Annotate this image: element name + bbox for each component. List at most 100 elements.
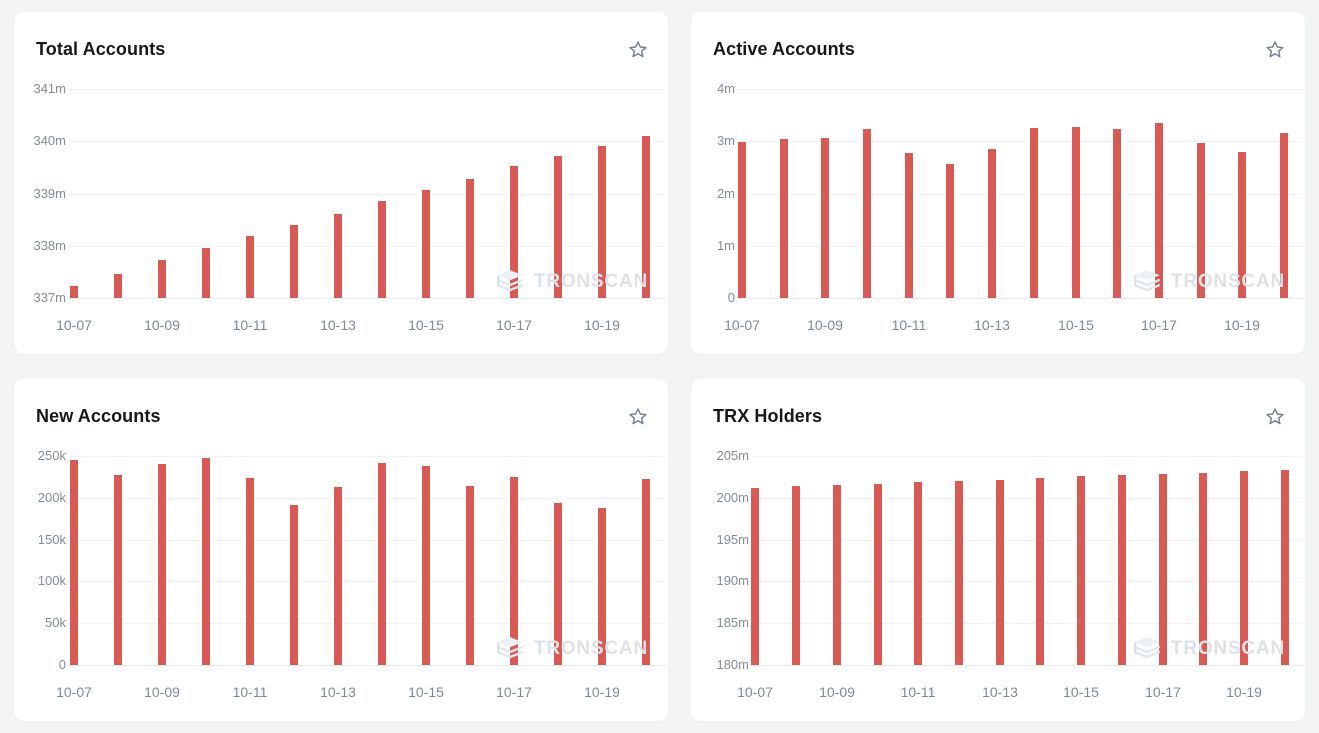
bar-10-18[interactable] bbox=[554, 156, 562, 298]
bar-10-10[interactable] bbox=[202, 458, 210, 665]
y-axis-tick-label: 100k bbox=[37, 573, 66, 588]
bar-10-16[interactable] bbox=[1113, 129, 1121, 298]
x-axis-tick-label: 10-11 bbox=[232, 317, 268, 333]
y-gridline bbox=[751, 456, 1303, 457]
bar-10-18[interactable] bbox=[1197, 143, 1205, 298]
y-axis-tick-label: 2m bbox=[716, 186, 735, 201]
y-axis-tick-label: 340m bbox=[33, 133, 66, 148]
bar-10-07[interactable] bbox=[751, 488, 759, 665]
bar-10-20[interactable] bbox=[1281, 470, 1289, 665]
bar-10-09[interactable] bbox=[821, 138, 829, 298]
chart-title: New Accounts bbox=[36, 406, 161, 426]
bar-10-17[interactable] bbox=[1155, 123, 1163, 298]
bar-10-16[interactable] bbox=[466, 486, 474, 665]
bar-10-07[interactable] bbox=[70, 286, 78, 298]
x-axis-tick-label: 10-13 bbox=[320, 684, 356, 700]
y-gridline bbox=[68, 581, 666, 582]
bar-10-14[interactable] bbox=[378, 463, 386, 665]
bar-10-12[interactable] bbox=[955, 481, 963, 665]
y-axis-tick-label: 341m bbox=[33, 81, 66, 96]
chart-plot-area[interactable]: 4m 3m 2m 1m 0 10-07 10-09 10-11 10-13 10-15 10-17 1… bbox=[691, 12, 1305, 354]
y-gridline bbox=[737, 194, 1303, 195]
y-gridline bbox=[737, 298, 1303, 299]
favorite-star-icon[interactable] bbox=[628, 40, 648, 60]
bar-10-19[interactable] bbox=[1238, 152, 1246, 298]
bar-10-14[interactable] bbox=[1030, 128, 1038, 298]
chart-plot-area[interactable]: 205m 200m 195m 190m 185m 180m 10-07 10-09 10-11 1… bbox=[691, 379, 1305, 721]
bar-10-11[interactable] bbox=[246, 478, 254, 665]
bar-10-12[interactable] bbox=[290, 505, 298, 665]
bar-10-16[interactable] bbox=[466, 179, 474, 298]
bar-10-09[interactable] bbox=[158, 260, 166, 298]
y-axis-tick-label: 4m bbox=[716, 81, 735, 96]
bar-10-17[interactable] bbox=[1159, 474, 1167, 665]
x-axis-tick-label: 10-09 bbox=[807, 317, 843, 333]
y-gridline bbox=[737, 89, 1303, 90]
y-axis-tick-label: 200m bbox=[716, 490, 749, 505]
bar-10-18[interactable] bbox=[554, 503, 562, 665]
bar-10-20[interactable] bbox=[1280, 133, 1288, 298]
bar-10-10[interactable] bbox=[202, 248, 210, 298]
x-axis-tick-label: 10-09 bbox=[144, 317, 180, 333]
y-gridline bbox=[751, 665, 1303, 666]
bar-10-07[interactable] bbox=[70, 460, 78, 665]
y-axis-tick-label: 1m bbox=[716, 238, 735, 253]
bar-10-10[interactable] bbox=[874, 484, 882, 665]
bar-10-09[interactable] bbox=[833, 485, 841, 665]
bar-10-08[interactable] bbox=[114, 475, 122, 665]
bar-10-10[interactable] bbox=[863, 129, 871, 298]
bar-10-11[interactable] bbox=[246, 236, 254, 298]
y-gridline bbox=[751, 498, 1303, 499]
x-axis-tick-label: 10-17 bbox=[1145, 684, 1181, 700]
y-axis-tick-label: 195m bbox=[716, 532, 749, 547]
x-axis-tick-label: 10-07 bbox=[724, 317, 760, 333]
bar-10-19[interactable] bbox=[598, 146, 606, 298]
card-active-accounts: Active Accounts 4m 3m 2m 1m 0 10-07 10-09 10-11… bbox=[691, 12, 1305, 354]
y-gridline bbox=[68, 141, 666, 142]
bar-10-19[interactable] bbox=[598, 508, 606, 665]
bar-10-07[interactable] bbox=[738, 142, 746, 298]
bar-10-08[interactable] bbox=[792, 486, 800, 665]
bar-10-15[interactable] bbox=[422, 466, 430, 665]
bar-10-12[interactable] bbox=[946, 164, 954, 298]
bar-10-08[interactable] bbox=[780, 139, 788, 298]
card-total-accounts: Total Accounts 341m 340m 339m 338m 337m 10-07… bbox=[14, 12, 668, 354]
x-axis-tick-label: 10-11 bbox=[900, 684, 936, 700]
bar-10-15[interactable] bbox=[422, 190, 430, 298]
favorite-star-icon[interactable] bbox=[628, 407, 648, 427]
bar-10-13[interactable] bbox=[334, 214, 342, 298]
bar-10-20[interactable] bbox=[642, 136, 650, 298]
chart-plot-area[interactable]: 341m 340m 339m 338m 337m 10-07 10-09 10-11 10-13… bbox=[14, 12, 668, 354]
bar-10-17[interactable] bbox=[510, 477, 518, 665]
bar-10-11[interactable] bbox=[905, 153, 913, 298]
bar-10-18[interactable] bbox=[1199, 473, 1207, 665]
bar-10-14[interactable] bbox=[1036, 478, 1044, 665]
x-axis-tick-label: 10-17 bbox=[496, 317, 532, 333]
bar-10-16[interactable] bbox=[1118, 475, 1126, 665]
card-new-accounts: New Accounts 250k 200k 150k 100k 50k 0 10-07 10… bbox=[14, 379, 668, 721]
bar-10-09[interactable] bbox=[158, 464, 166, 665]
y-axis-tick-label: 150k bbox=[37, 532, 66, 547]
bar-10-19[interactable] bbox=[1240, 471, 1248, 665]
bar-10-13[interactable] bbox=[988, 149, 996, 298]
x-axis-tick-label: 10-15 bbox=[408, 317, 444, 333]
y-axis-tick-label: 0 bbox=[727, 290, 735, 305]
x-axis-tick-label: 10-17 bbox=[496, 684, 532, 700]
bar-10-13[interactable] bbox=[996, 480, 1004, 665]
bar-10-14[interactable] bbox=[378, 201, 386, 298]
bar-10-08[interactable] bbox=[114, 274, 122, 298]
y-gridline bbox=[737, 141, 1303, 142]
x-axis-tick-label: 10-07 bbox=[56, 684, 92, 700]
y-axis-tick-label: 338m bbox=[33, 238, 66, 253]
bar-10-17[interactable] bbox=[510, 166, 518, 298]
bar-10-13[interactable] bbox=[334, 487, 342, 665]
favorite-star-icon[interactable] bbox=[1265, 407, 1285, 427]
bar-10-15[interactable] bbox=[1077, 476, 1085, 665]
favorite-star-icon[interactable] bbox=[1265, 40, 1285, 60]
chart-plot-area[interactable]: 250k 200k 150k 100k 50k 0 10-07 10-09 10-11 10-13… bbox=[14, 379, 668, 721]
bar-10-20[interactable] bbox=[642, 479, 650, 665]
bar-10-11[interactable] bbox=[914, 482, 922, 665]
bar-10-15[interactable] bbox=[1072, 127, 1080, 298]
bar-10-12[interactable] bbox=[290, 225, 298, 298]
y-axis-tick-label: 0 bbox=[58, 657, 66, 672]
